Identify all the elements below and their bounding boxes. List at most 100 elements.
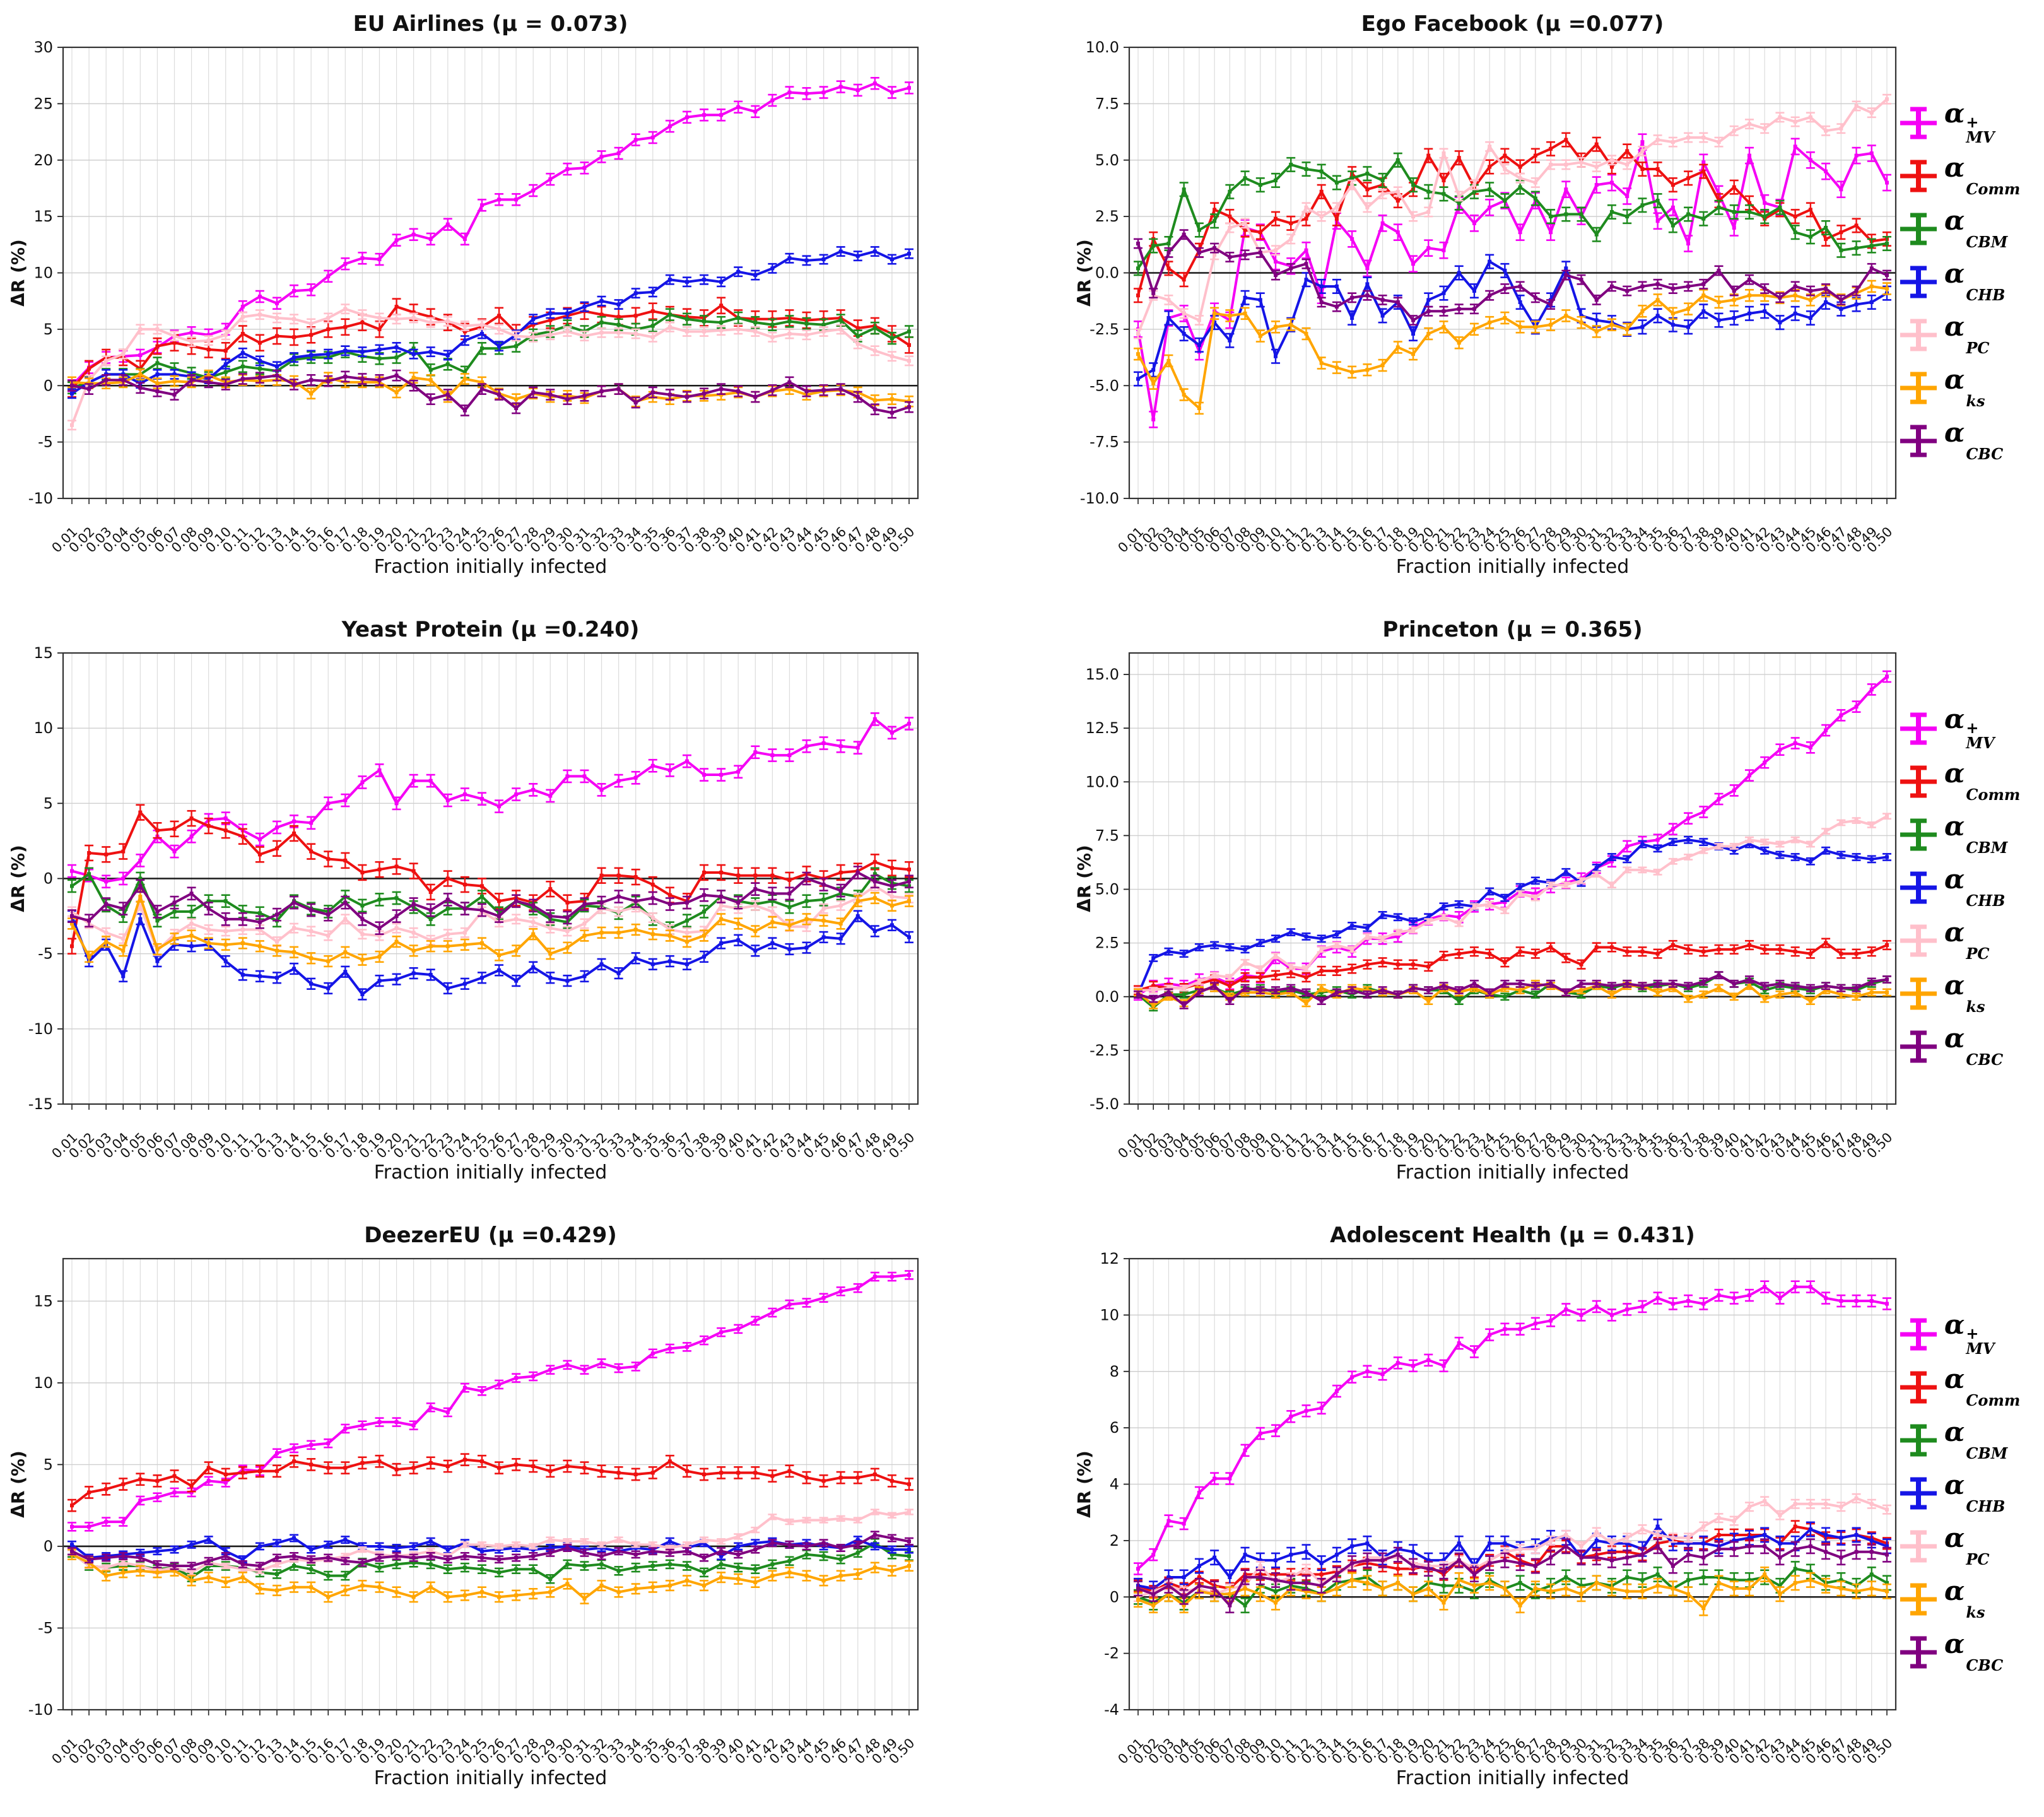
x-axis-label: Fraction initially infected xyxy=(374,1161,608,1184)
x-axis-label: Fraction initially infected xyxy=(1396,556,1630,578)
y-tick-label: 6 xyxy=(1110,1419,1119,1437)
legend-item-alpha-cbc: α CBC xyxy=(1899,1630,2044,1674)
y-tick-label: 12 xyxy=(1100,1250,1119,1267)
chart-adolescent-health: Adolescent Health (μ = 0.431) 0.01 0.02 0.… xyxy=(984,1211,2044,1817)
y-tick-label: -10 xyxy=(28,490,53,507)
y-tick-label: -5.0 xyxy=(1090,1095,1119,1113)
series-alpha-ks xyxy=(1134,279,1891,415)
legend-errorbar-glyph-pc xyxy=(1900,319,1937,351)
y-tick-label: 0 xyxy=(44,870,53,888)
y-axis-label: ΔR (%) xyxy=(1074,845,1095,912)
plot-adolescent-health: 0.010.020.030.040.050.060.070.080.090.10… xyxy=(1074,1250,1897,1789)
legend-label-alpha-pc: α PC xyxy=(1944,311,1990,357)
series-alpha-mv xyxy=(68,76,913,392)
legend-errorbar-glyph-cbm xyxy=(1900,1424,1937,1457)
legend-errorbar-glyph-cbm xyxy=(1900,818,1937,851)
legend-label-alpha-mv: α + MV xyxy=(1944,703,1995,753)
plot-frame xyxy=(62,1257,919,1711)
legend-label-alpha-chb: α CHB xyxy=(1944,864,2006,910)
series-alpha-comm xyxy=(1134,938,1891,996)
legend-item-alpha-cbc: α CBC xyxy=(1899,1025,2044,1069)
chart-ego-facebook: Ego Facebook (μ =0.077) 0.01 0.02 0.03 0.04… xyxy=(984,0,2044,606)
y-tick-label: -15 xyxy=(28,1095,53,1113)
legend-errorbar-glyph-cbc xyxy=(1900,1030,1937,1063)
axes: 0.010.020.030.040.050.060.070.080.090.10… xyxy=(1086,666,1896,1161)
series-alpha-ks xyxy=(68,890,913,968)
legend-errorbar-glyph-cbc xyxy=(1900,425,1937,457)
legend-label-alpha-pc: α PC xyxy=(1944,917,1990,963)
y-tick-label: 15 xyxy=(33,208,53,225)
legend-label-alpha-chb: α CHB xyxy=(1944,1469,2006,1515)
y-tick-label: 25 xyxy=(33,95,53,112)
y-tick-label: -5.0 xyxy=(1090,377,1119,394)
legend-label-alpha-mv: α + MV xyxy=(1944,1308,1995,1358)
plot-frame xyxy=(62,46,919,500)
y-tick-label: 7.5 xyxy=(1095,95,1119,112)
y-axis-label: ΔR (%) xyxy=(8,845,28,912)
y-tick-label: 10 xyxy=(33,264,53,282)
y-tick-label: 10 xyxy=(33,719,53,737)
legend-item-alpha-ks: α ks xyxy=(1899,366,2044,410)
legend-item-alpha-cbc: α CBC xyxy=(1899,419,2044,463)
y-tick-label: 0 xyxy=(1110,1588,1119,1606)
legend-row-1: α + MV α Comm α CBM α CHB α PC α ks α CBC xyxy=(1899,0,2044,606)
legend-item-alpha-ks: α ks xyxy=(1899,972,2044,1016)
legend-errorbar-glyph-cbc xyxy=(1900,1636,1937,1669)
legend-item-alpha-pc: α PC xyxy=(1899,1524,2044,1568)
y-tick-label: 20 xyxy=(33,151,53,169)
legend-errorbar-glyph-comm xyxy=(1900,1371,1937,1404)
y-tick-label: 30 xyxy=(33,38,53,56)
legend-errorbar-glyph-ks xyxy=(1900,977,1937,1010)
y-tick-label: 10 xyxy=(1100,1306,1119,1324)
axes: 0.010.020.030.040.050.060.070.080.090.10… xyxy=(1100,1250,1895,1767)
gridlines xyxy=(63,47,918,498)
legend-errorbar-glyph-mv xyxy=(1900,712,1937,745)
legend-label-alpha-cbm: α CBM xyxy=(1944,811,2008,857)
series-alpha-comm xyxy=(68,1453,913,1512)
y-tick-label: 8 xyxy=(1110,1363,1119,1380)
plot-frame xyxy=(62,652,919,1105)
legend-item-alpha-pc: α PC xyxy=(1899,313,2044,357)
legend-item-alpha-mv: α + MV xyxy=(1899,703,2044,753)
legend-errorbar-glyph-comm xyxy=(1900,160,1937,192)
series-alpha-cbc xyxy=(1134,971,1891,1009)
y-tick-label: 15 xyxy=(33,1292,53,1310)
y-tick-label: 5 xyxy=(44,794,53,812)
y-tick-label: 5 xyxy=(44,1455,53,1473)
legend-errorbar-glyph-comm xyxy=(1900,765,1937,798)
legend-item-alpha-chb: α CHB xyxy=(1899,260,2044,304)
y-tick-label: 0.0 xyxy=(1095,988,1119,1006)
y-tick-label: 2.5 xyxy=(1095,934,1119,952)
y-axis-label: ΔR (%) xyxy=(1074,239,1095,307)
y-tick-label: 5.0 xyxy=(1095,881,1119,898)
legend-errorbar-glyph-chb xyxy=(1900,1477,1937,1510)
legend-item-alpha-mv: α + MV xyxy=(1899,1308,2044,1358)
x-axis-label: Fraction initially infected xyxy=(1396,1161,1630,1184)
legend-row-3: α + MV α Comm α CBM α CHB α PC α ks α CBC xyxy=(1899,1211,2044,1817)
legend-label-alpha-ks: α ks xyxy=(1944,970,1985,1016)
series-alpha-pc xyxy=(68,303,913,431)
y-tick-label: 15 xyxy=(33,644,53,662)
legend-row-2: α + MV α Comm α CBM α CHB α PC α ks α CBC xyxy=(1899,606,2044,1211)
series-alpha-cbm xyxy=(1134,152,1891,276)
y-tick-label: 12.5 xyxy=(1086,719,1119,737)
x-axis-label: Fraction initially infected xyxy=(374,1767,608,1789)
legend-label-alpha-cbc: α CBC xyxy=(1944,1628,2004,1674)
y-tick-label: 7.5 xyxy=(1095,826,1119,844)
series-alpha-cbc xyxy=(68,369,913,419)
legend-item-alpha-cbm: α CBM xyxy=(1899,1418,2044,1462)
legend-errorbar-glyph-cbm xyxy=(1900,213,1937,245)
legend-label-alpha-chb: α CHB xyxy=(1944,258,2006,304)
legend-label-alpha-comm: α Comm xyxy=(1944,152,2021,198)
series-alpha-mv xyxy=(1134,1280,1891,1575)
legend-label-alpha-ks: α ks xyxy=(1944,1575,1985,1621)
plot-yeast-protein: 0.010.020.030.040.050.060.070.080.090.10… xyxy=(8,644,919,1184)
legend-errorbar-glyph-pc xyxy=(1900,924,1937,957)
y-tick-label: 10.0 xyxy=(1086,773,1119,791)
legend-item-alpha-ks: α ks xyxy=(1899,1577,2044,1621)
chart-title-eu-airlines: EU Airlines (μ = 0.073) xyxy=(353,11,628,37)
legend-item-alpha-comm: α Comm xyxy=(1899,760,2044,804)
legend-label-alpha-cbc: α CBC xyxy=(1944,417,2004,463)
plot-frame xyxy=(1128,652,1897,1105)
